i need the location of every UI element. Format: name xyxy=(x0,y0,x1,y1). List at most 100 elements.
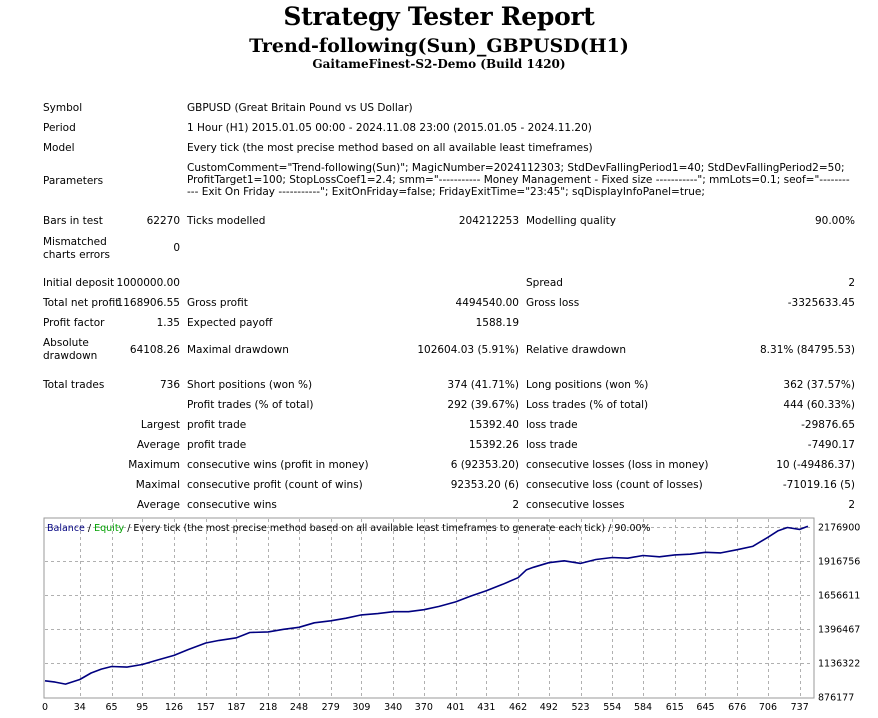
avg-cons-losses-label: consecutive losses xyxy=(526,499,625,511)
netprofit-value: 1168906.55 xyxy=(116,297,180,309)
parameters-value: CustomComment="Trend-following(Sun)"; Ma… xyxy=(187,162,850,198)
x-tick-label: 645 xyxy=(696,702,714,713)
maximum-label: Maximum xyxy=(128,459,180,471)
symbol-value: GBPUSD (Great Britain Pound vs US Dollar… xyxy=(187,102,413,114)
x-tick-label: 340 xyxy=(384,702,402,713)
largest-loss-value: -29876.65 xyxy=(801,419,855,431)
report-subtitle: Trend-following(Sun)_GBPUSD(H1) xyxy=(249,35,629,57)
y-tick-label: 1916756 xyxy=(818,557,860,568)
long-label: Long positions (won %) xyxy=(526,379,649,391)
losstrades-value: 444 (60.33%) xyxy=(783,399,855,411)
x-tick-label: 126 xyxy=(165,702,183,713)
x-tick-label: 492 xyxy=(540,702,558,713)
max-cons-losses-value: 10 (-49486.37) xyxy=(776,459,855,471)
x-tick-label: 584 xyxy=(634,702,652,713)
losstrades-label: Loss trades (% of total) xyxy=(526,399,649,411)
bars-value: 62270 xyxy=(146,215,180,227)
model-label: Model xyxy=(43,142,75,154)
maximal-label: Maximal xyxy=(135,479,180,491)
x-tick-label: 615 xyxy=(666,702,684,713)
largest-label: Largest xyxy=(140,419,180,431)
y-tick-label: 1136322 xyxy=(818,659,860,670)
quality-value: 90.00% xyxy=(814,215,855,227)
ticks-label: Ticks modelled xyxy=(187,215,266,227)
y-tick-label: 2176900 xyxy=(818,523,860,534)
grossprofit-value: 4494540.00 xyxy=(455,297,519,309)
x-tick-label: 218 xyxy=(259,702,277,713)
spread-value: 2 xyxy=(848,277,855,289)
x-tick-label: 706 xyxy=(759,702,777,713)
trades-label: Total trades xyxy=(43,379,105,391)
maxdd-value: 102604.03 (5.91%) xyxy=(417,344,519,356)
x-tick-label: 95 xyxy=(136,702,148,713)
max-cons-profit-value: 92353.20 (6) xyxy=(450,479,519,491)
mismatch-label: Mismatched xyxy=(43,236,107,248)
server-info: GaitameFinest-S2-Demo (Build 1420) xyxy=(312,57,566,71)
y-tick-label: 876177 xyxy=(818,693,854,704)
parameters-label: Parameters xyxy=(43,175,104,187)
trades-value: 736 xyxy=(159,379,180,391)
x-tick-label: 462 xyxy=(509,702,527,713)
profitfactor-label: Profit factor xyxy=(43,317,105,329)
largest-profit-label: profit trade xyxy=(187,419,247,431)
reldd-value: 8.31% (84795.53) xyxy=(760,344,855,356)
absdd-value: 64108.26 xyxy=(129,344,180,356)
x-tick-label: 279 xyxy=(322,702,340,713)
reldd-label: Relative drawdown xyxy=(526,344,627,356)
x-tick-label: 65 xyxy=(106,702,118,713)
max-cons-loss-value: -71019.16 (5) xyxy=(782,479,855,491)
max-cons-profit-label: consecutive profit (count of wins) xyxy=(187,479,363,491)
legend-description: / Every tick (the most precise method ba… xyxy=(124,523,650,534)
y-axis-labels: 876177 1136322 1396467 1656611 1916756 217690… xyxy=(818,523,860,704)
payoff-label: Expected payoff xyxy=(187,317,273,329)
x-tick-label: 0 xyxy=(42,702,48,713)
max-cons-loss-label: consecutive loss (count of losses) xyxy=(526,479,703,491)
mismatch-value: 0 xyxy=(173,242,180,254)
spread-label: Spread xyxy=(526,277,563,289)
y-tick-label: 1396467 xyxy=(818,625,860,636)
chart-legend: Balance / Equity / Every tick (the most … xyxy=(47,523,651,534)
max-cons-losses-label: consecutive losses (loss in money) xyxy=(526,459,709,471)
legend-balance: Balance xyxy=(47,523,85,534)
x-tick-label: 157 xyxy=(197,702,215,713)
period-label: Period xyxy=(43,122,76,134)
average-loss-value: -7490.17 xyxy=(807,439,855,451)
avg-cons-wins-value: 2 xyxy=(512,499,519,511)
average-label: Average xyxy=(136,439,180,451)
symbol-label: Symbol xyxy=(43,102,83,114)
x-tick-label: 737 xyxy=(791,702,809,713)
average-profit-value: 15392.26 xyxy=(468,439,519,451)
average-loss-label: loss trade xyxy=(526,439,578,451)
chart-grid xyxy=(45,519,813,697)
chart-series xyxy=(44,525,809,685)
model-value: Every tick (the most precise method base… xyxy=(187,142,593,154)
x-tick-label: 401 xyxy=(447,702,465,713)
x-tick-label: 248 xyxy=(290,702,308,713)
grossloss-label: Gross loss xyxy=(526,297,580,309)
deposit-value: 1000000.00 xyxy=(116,277,180,289)
average-label-2: Average xyxy=(136,499,180,511)
x-tick-label: 309 xyxy=(352,702,370,713)
avg-cons-losses-value: 2 xyxy=(848,499,855,511)
avg-cons-wins-label: consecutive wins xyxy=(187,499,277,511)
grossprofit-label: Gross profit xyxy=(187,297,248,309)
average-profit-label: profit trade xyxy=(187,439,247,451)
x-tick-label: 370 xyxy=(415,702,433,713)
max-cons-wins-label: consecutive wins (profit in money) xyxy=(187,459,369,471)
profittrades-value: 292 (39.67%) xyxy=(447,399,519,411)
period-value: 1 Hour (H1) 2015.01.05 00:00 - 2024.11.0… xyxy=(187,122,592,134)
x-tick-label: 431 xyxy=(477,702,495,713)
bars-label: Bars in test xyxy=(43,215,103,227)
largest-profit-value: 15392.40 xyxy=(468,419,519,431)
netprofit-label: Total net profit xyxy=(43,297,120,309)
largest-loss-label: loss trade xyxy=(526,419,578,431)
x-tick-label: 554 xyxy=(603,702,621,713)
ticks-value: 204212253 xyxy=(458,215,519,227)
quality-label: Modelling quality xyxy=(526,215,616,227)
long-value: 362 (37.57%) xyxy=(783,379,855,391)
deposit-label: Initial deposit xyxy=(43,277,115,289)
absdd-label: Absolute xyxy=(43,337,89,349)
report-title: Strategy Tester Report xyxy=(283,2,595,31)
x-tick-label: 523 xyxy=(571,702,589,713)
